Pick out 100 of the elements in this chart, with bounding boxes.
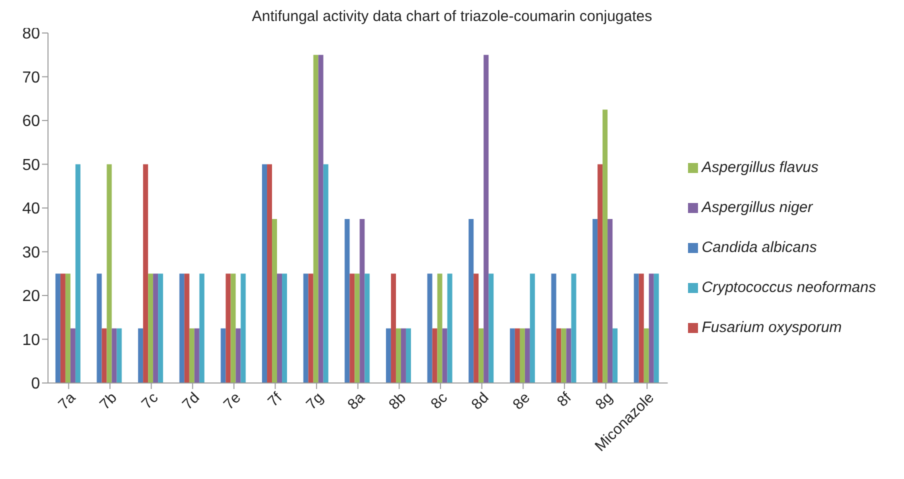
- bar: [442, 328, 448, 383]
- y-tick-label: 50: [22, 156, 40, 174]
- bar: [220, 328, 226, 383]
- bar: [634, 274, 639, 383]
- bar: [598, 164, 603, 383]
- bar: [520, 328, 525, 383]
- bar: [400, 328, 406, 383]
- chart-title: Antifungal activity data chart of triazole-coumarin conjugates: [252, 8, 652, 25]
- bar: [447, 274, 452, 383]
- bar: [488, 274, 494, 383]
- bar: [55, 274, 60, 383]
- bar: [432, 328, 438, 383]
- bar: [427, 274, 432, 383]
- bar: [350, 274, 355, 383]
- bar: [75, 164, 80, 383]
- x-tick-label: 7c: [138, 388, 162, 413]
- bar: [282, 274, 288, 383]
- x-tick-label: 7g: [303, 389, 327, 414]
- bar: [236, 328, 241, 383]
- bar: [116, 328, 122, 383]
- bar: [468, 218, 474, 383]
- bar: [148, 274, 154, 383]
- bar: [354, 274, 360, 383]
- x-tick-label: 8e: [510, 389, 534, 414]
- bar: [199, 274, 204, 383]
- bar: [106, 164, 112, 383]
- bar: [65, 274, 70, 383]
- bar: [323, 164, 328, 383]
- bar: [303, 274, 308, 383]
- x-tick-label: 8b: [386, 389, 410, 414]
- x-tick-label: 8c: [428, 388, 452, 413]
- bar: [530, 274, 535, 383]
- bar: [308, 274, 314, 383]
- x-tick-label: 7e: [220, 389, 244, 414]
- legend-label: Aspergillus niger: [702, 199, 813, 216]
- x-tick-label: 8f: [554, 388, 576, 410]
- bar: [484, 54, 489, 383]
- legend-label: Cryptococcus neoformans: [702, 279, 876, 296]
- bar: [102, 328, 107, 383]
- bar: [158, 274, 164, 383]
- bar: [478, 328, 484, 383]
- bar: [571, 274, 576, 383]
- bar: [138, 328, 144, 383]
- bar: [551, 274, 556, 383]
- bar: [153, 274, 158, 383]
- bar: [360, 218, 365, 383]
- bar: [226, 274, 231, 383]
- bar: [240, 274, 246, 383]
- bar: [189, 328, 194, 383]
- x-tick-label: 7f: [264, 388, 286, 410]
- x-tick-label: 7d: [179, 389, 203, 414]
- bar: [514, 328, 520, 383]
- bar: [184, 274, 190, 383]
- bar: [592, 218, 598, 383]
- bar: [272, 218, 278, 383]
- y-tick-label: 0: [31, 376, 40, 393]
- bar: [612, 328, 618, 383]
- bar: [648, 274, 654, 383]
- bar: [179, 274, 184, 383]
- bar: [112, 328, 117, 383]
- legend-label: Fusarium oxysporum: [702, 319, 842, 336]
- y-tick-label: 40: [22, 200, 40, 218]
- bar: [262, 164, 268, 383]
- bar: [556, 328, 562, 383]
- bar: [474, 274, 479, 383]
- bar: [143, 164, 148, 383]
- x-tick-label: 7b: [96, 389, 120, 414]
- bar: [390, 274, 396, 383]
- bar: [406, 328, 411, 383]
- bar: [602, 110, 608, 383]
- bar: [267, 164, 272, 383]
- bar: [561, 328, 566, 383]
- legend-label: Aspergillus flavus: [702, 159, 818, 176]
- bar: [60, 274, 66, 383]
- bar: [96, 274, 102, 383]
- bar: [318, 54, 324, 383]
- x-tick-label: 8d: [468, 389, 492, 414]
- bar: [230, 274, 236, 383]
- bar: [437, 274, 442, 383]
- bar: [277, 274, 282, 383]
- bar: [566, 328, 572, 383]
- y-tick-label: 10: [22, 332, 40, 349]
- x-tick-label: 8a: [344, 388, 369, 414]
- y-tick-label: 20: [22, 288, 40, 306]
- legend-label: Candida albicans: [702, 239, 817, 256]
- bar: [510, 328, 515, 383]
- x-tick-label: 7a: [55, 388, 80, 414]
- bar: [344, 218, 350, 383]
- bar: [654, 274, 659, 383]
- bar: [313, 54, 318, 383]
- bar: [386, 328, 391, 383]
- bar: [524, 328, 530, 383]
- y-tick-label: 70: [22, 69, 40, 86]
- bar: [194, 328, 200, 383]
- bar: [70, 328, 76, 383]
- y-tick-label: 60: [22, 113, 40, 130]
- bar: [638, 274, 644, 383]
- y-tick-label: 30: [22, 244, 40, 262]
- bar: [396, 328, 401, 383]
- bar: [364, 274, 370, 383]
